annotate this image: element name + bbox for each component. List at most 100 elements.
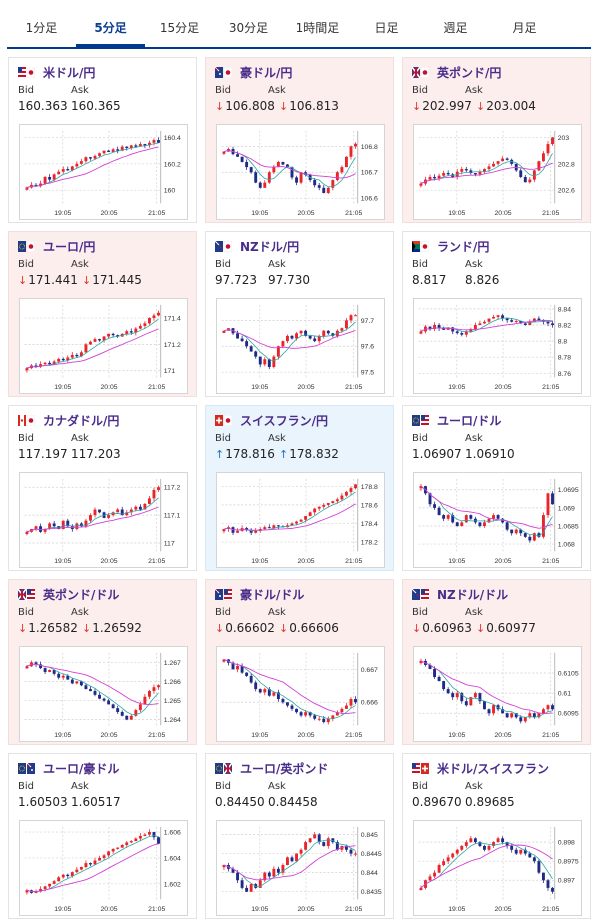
candlestick-chart[interactable]: 171.4 171.2 171 19:05 20:05 21:05 bbox=[19, 298, 188, 394]
tab-6[interactable]: 日足 bbox=[374, 21, 399, 35]
candle bbox=[61, 874, 65, 878]
candlestick-chart[interactable]: 160.4 160.2 160 19:05 20:05 21:05 bbox=[19, 124, 188, 220]
bid-price: 117.197 bbox=[18, 447, 68, 461]
candlestick-chart[interactable]: 0.6105 0.61 0.6095 19:05 20:05 21:05 bbox=[413, 646, 582, 742]
currency-pair-link[interactable]: カナダドル/円 bbox=[43, 413, 120, 428]
candlestick-chart[interactable]: 117.2 117.1 117 19:05 20:05 21:05 bbox=[19, 472, 188, 568]
candlestick-chart[interactable]: 1.267 1.266 1.265 1.264 19:05 20:05 21:05 bbox=[19, 646, 188, 742]
tab-3[interactable]: 15分足 bbox=[159, 21, 200, 35]
candle bbox=[75, 354, 79, 357]
candle bbox=[125, 146, 129, 149]
bid-label: Bid bbox=[18, 259, 34, 270]
x-tick-label: 19:05 bbox=[251, 210, 268, 217]
candle bbox=[61, 675, 65, 678]
eu-gb-flag-icon bbox=[215, 762, 232, 774]
candle bbox=[75, 869, 79, 873]
currency-pair-link[interactable]: 豪ドル/ドル bbox=[240, 587, 305, 602]
candle bbox=[505, 318, 509, 321]
rate-card[interactable]: ユーロ/円 Bid Ask ↓171.441 ↓171.445 171.4 171… bbox=[8, 231, 197, 397]
candle bbox=[473, 325, 477, 330]
tab-4[interactable]: 30分足 bbox=[228, 21, 269, 35]
currency-pair-link[interactable]: ユーロ/英ポンド bbox=[240, 761, 329, 776]
up-arrow-icon: ↑ bbox=[215, 448, 225, 461]
ask-label: Ask bbox=[268, 607, 286, 618]
tab-2[interactable]: 5分足 bbox=[76, 10, 145, 47]
rate-card[interactable]: NZドル/ドル Bid Ask ↓0.60963 ↓0.60977 0.6105… bbox=[402, 579, 591, 745]
currency-pair-link[interactable]: ユーロ/円 bbox=[43, 239, 96, 254]
bid-label: Bid bbox=[412, 607, 428, 618]
candle bbox=[152, 832, 156, 838]
currency-pair-link[interactable]: 英ポンド/円 bbox=[437, 65, 502, 80]
rate-card[interactable]: ランド/円 Bid Ask 8.817 8.826 8.84 8.82 8.8 8.7… bbox=[402, 231, 591, 397]
candle bbox=[451, 853, 455, 858]
ask-label: Ask bbox=[268, 85, 286, 96]
candle bbox=[523, 717, 527, 722]
rate-card[interactable]: NZドル/円 Bid Ask 97.723 97.730 97.7 97.6 97.… bbox=[205, 231, 394, 397]
tab-7[interactable]: 週足 bbox=[443, 21, 468, 35]
rate-card[interactable]: ユーロ/豪ドル Bid Ask 1.60503 1.60517 1.606 1.6… bbox=[8, 753, 197, 919]
tab-5[interactable]: 1時間足 bbox=[295, 21, 340, 35]
candle bbox=[326, 330, 330, 334]
currency-pair-link[interactable]: ユーロ/豪ドル bbox=[43, 761, 120, 776]
y-tick-label: 0.61 bbox=[558, 691, 572, 698]
y-tick-label: 0.667 bbox=[361, 667, 378, 674]
ask-price: 8.826 bbox=[465, 273, 500, 287]
candle bbox=[322, 187, 326, 193]
ask-value: ↓1.26592 bbox=[82, 621, 142, 635]
y-tick-label: 0.897 bbox=[558, 878, 575, 885]
currency-pair-link[interactable]: 米ドル/円 bbox=[43, 65, 96, 80]
rate-card[interactable]: 豪ドル/ドル Bid Ask ↓0.66602 ↓0.66606 0.667 0.… bbox=[205, 579, 394, 745]
candle bbox=[48, 883, 52, 887]
candle bbox=[236, 333, 240, 339]
candlestick-chart[interactable]: 178.8 178.6 178.4 178.2 19:05 20:05 21:05 bbox=[216, 472, 385, 568]
candle bbox=[147, 142, 151, 146]
candlestick-chart[interactable]: 106.8 106.7 106.6 19:05 20:05 21:05 bbox=[216, 124, 385, 220]
tab-8[interactable]: 月足 bbox=[512, 21, 537, 35]
currency-pair-link[interactable]: スイスフラン/円 bbox=[240, 413, 329, 428]
currency-pair-link[interactable]: NZドル/ドル bbox=[437, 587, 509, 602]
currency-pair-link[interactable]: NZドル/円 bbox=[240, 239, 300, 254]
candle bbox=[496, 515, 500, 519]
candle bbox=[451, 515, 455, 523]
candle bbox=[52, 881, 56, 884]
rate-card[interactable]: 英ポンド/円 Bid Ask ↓202.997 ↓203.004 203 202.… bbox=[402, 57, 591, 223]
candle bbox=[267, 359, 271, 367]
rate-card[interactable]: 豪ドル/円 Bid Ask ↓106.808 ↓106.813 106.8 106… bbox=[205, 57, 394, 223]
candlestick-chart[interactable]: 203 202.8 202.6 19:05 20:05 21:05 bbox=[413, 124, 582, 220]
currency-pair-link[interactable]: 英ポンド/ドル bbox=[43, 587, 120, 602]
currency-pair-link[interactable]: 米ドル/スイスフラン bbox=[437, 761, 550, 776]
candle bbox=[258, 689, 262, 693]
candle bbox=[505, 158, 509, 160]
candlestick-chart[interactable]: 1.606 1.604 1.602 19:05 20:05 21:05 bbox=[19, 820, 188, 916]
eu-au-flag-icon bbox=[18, 762, 35, 774]
gb-us-flag-icon bbox=[18, 588, 35, 600]
tab-1[interactable]: 1分足 bbox=[25, 21, 58, 35]
currency-pair-link[interactable]: 豪ドル/円 bbox=[240, 65, 293, 80]
candle bbox=[120, 509, 124, 516]
x-tick-label: 20:05 bbox=[494, 732, 511, 739]
candlestick-chart[interactable]: 0.667 0.666 19:05 20:05 21:05 bbox=[216, 646, 385, 742]
rate-card[interactable]: スイスフラン/円 Bid Ask ↑178.816 ↑178.832 178.8… bbox=[205, 405, 394, 571]
rate-card[interactable]: ユーロ/英ポンド Bid Ask 0.84450 0.84458 0.845 0.… bbox=[205, 753, 394, 919]
candle bbox=[317, 506, 321, 509]
currency-pair-link[interactable]: ランド/円 bbox=[437, 239, 490, 254]
card-header: ユーロ/ドル bbox=[412, 412, 501, 428]
rate-card[interactable]: 米ドル/スイスフラン Bid Ask 0.89670 0.89685 0.898… bbox=[402, 753, 591, 919]
rate-card[interactable]: ユーロ/ドル Bid Ask 1.06907 1.06910 1.0695 1.0… bbox=[402, 405, 591, 571]
y-tick-label: 178.4 bbox=[361, 521, 378, 528]
ma-long-line bbox=[26, 663, 159, 705]
currency-pair-link[interactable]: ユーロ/ドル bbox=[437, 413, 502, 428]
ask-value: ↓106.813 bbox=[279, 99, 339, 113]
candlestick-chart[interactable]: 1.0695 1.069 1.0685 1.068 19:05 20:05 21:05 bbox=[413, 472, 582, 568]
candle bbox=[245, 341, 249, 347]
candle bbox=[541, 320, 545, 322]
rate-card[interactable]: 英ポンド/ドル Bid Ask ↓1.26582 ↓1.26592 1.267 1… bbox=[8, 579, 197, 745]
rate-card[interactable]: 米ドル/円 Bid Ask 160.363 160.365 160.4 160.2… bbox=[8, 57, 197, 223]
candlestick-chart[interactable]: 8.84 8.82 8.8 8.78 8.76 19:05 20:05 21:05 bbox=[413, 298, 582, 394]
candlestick-chart[interactable]: 97.7 97.6 97.5 19:05 20:05 21:05 bbox=[216, 298, 385, 394]
rate-card[interactable]: カナダドル/円 Bid Ask 117.197 117.203 117.2 117… bbox=[8, 405, 197, 571]
candle bbox=[70, 872, 74, 877]
candle bbox=[70, 354, 74, 358]
candlestick-chart[interactable]: 0.898 0.8975 0.897 19:05 20:05 21:05 bbox=[413, 820, 582, 916]
candlestick-chart[interactable]: 0.845 0.8445 0.844 0.8435 19:05 20:05 21:05 bbox=[216, 820, 385, 916]
